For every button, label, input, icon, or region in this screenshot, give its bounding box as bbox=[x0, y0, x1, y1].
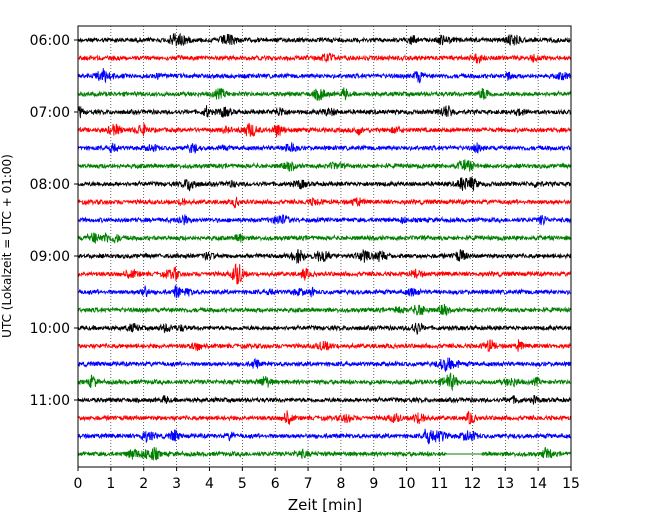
trace-row bbox=[77, 410, 572, 425]
trace-row bbox=[77, 159, 572, 172]
x-tick-label: 2 bbox=[139, 476, 148, 492]
x-tick-label: 10 bbox=[398, 476, 416, 492]
x-tick-label: 12 bbox=[463, 476, 481, 492]
x-tick-label: 9 bbox=[369, 476, 378, 492]
trace-row bbox=[77, 428, 572, 445]
plot-frame bbox=[78, 26, 571, 467]
trace-row bbox=[77, 339, 571, 353]
trace-row bbox=[77, 214, 572, 226]
x-tick-label: 11 bbox=[431, 476, 449, 492]
x-tick-label: 8 bbox=[336, 476, 345, 492]
y-tick-label: 09:00 bbox=[30, 249, 70, 265]
y-tick-label: 08:00 bbox=[30, 177, 70, 193]
trace-row bbox=[77, 52, 572, 64]
trace-row bbox=[77, 122, 572, 138]
trace-row bbox=[77, 248, 572, 265]
x-tick-label: 0 bbox=[74, 476, 83, 492]
trace-row bbox=[77, 67, 572, 84]
x-tick-label: 5 bbox=[238, 476, 247, 492]
y-axis-ticks: 06:00 07:00 08:00 09:00 10:00 11:00 bbox=[30, 33, 78, 409]
x-tick-label: 6 bbox=[271, 476, 280, 492]
trace-row bbox=[77, 372, 571, 392]
trace-row bbox=[77, 322, 572, 336]
y-tick-label: 06:00 bbox=[30, 33, 70, 49]
y-tick-label: 07:00 bbox=[30, 105, 70, 121]
trace-row bbox=[77, 284, 571, 299]
trace-row bbox=[77, 87, 572, 102]
trace-row bbox=[77, 32, 571, 47]
trace-row bbox=[77, 303, 572, 316]
trace-row bbox=[77, 176, 572, 192]
y-tick-label: 10:00 bbox=[30, 321, 70, 337]
y-axis-label: UTC (Lokalzeit = UTC + 01:00) bbox=[0, 154, 14, 338]
plot-border bbox=[77, 25, 572, 468]
x-tick-label: 13 bbox=[496, 476, 514, 492]
trace-group bbox=[77, 32, 572, 461]
y-tick-label: 11:00 bbox=[30, 393, 70, 409]
trace-row bbox=[77, 232, 572, 244]
trace-row bbox=[77, 196, 572, 209]
trace-row bbox=[77, 142, 572, 155]
x-tick-label: 15 bbox=[562, 476, 580, 492]
x-tick-label: 4 bbox=[205, 476, 214, 492]
trace-row bbox=[77, 357, 571, 373]
x-tick-label: 7 bbox=[304, 476, 313, 492]
x-tick-label: 14 bbox=[529, 476, 547, 492]
trace-row bbox=[77, 446, 571, 461]
trace-row bbox=[77, 395, 572, 405]
x-axis-label: Zeit [min] bbox=[288, 496, 362, 514]
x-tick-label: 1 bbox=[106, 476, 115, 492]
x-axis-ticks: 0 1 2 3 4 5 6 7 8 9 10 11 12 13 14 15 bbox=[74, 467, 580, 492]
x-tick-label: 3 bbox=[172, 476, 181, 492]
trace-row bbox=[77, 105, 571, 119]
trace-row bbox=[77, 263, 571, 285]
